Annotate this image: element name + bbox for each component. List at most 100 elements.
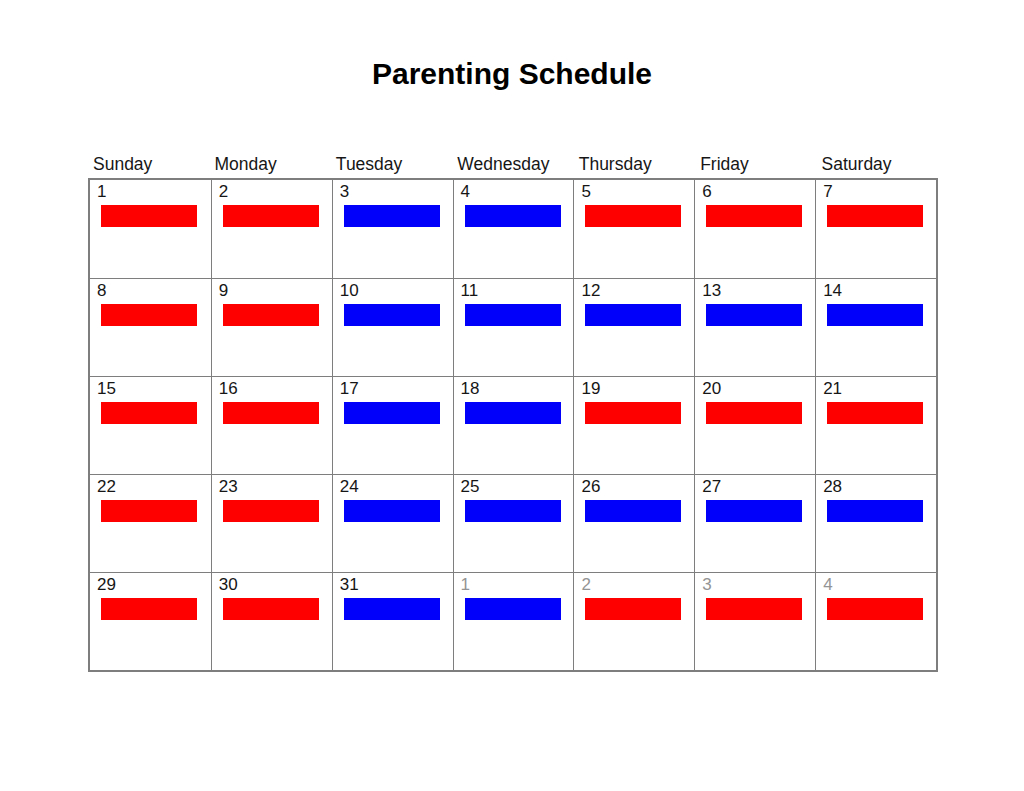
custody-bar-blue xyxy=(344,205,440,227)
day-number: 4 xyxy=(823,576,936,595)
day-number: 9 xyxy=(219,282,332,301)
day-number: 2 xyxy=(219,183,332,202)
custody-bar-blue xyxy=(465,402,561,424)
custody-bar-red xyxy=(585,598,681,620)
day-number: 14 xyxy=(823,282,936,301)
day-cell: 15 xyxy=(90,376,211,474)
day-number: 1 xyxy=(461,576,574,595)
custody-bar-red xyxy=(706,402,802,424)
day-number: 12 xyxy=(581,282,694,301)
day-cell: 17 xyxy=(332,376,453,474)
custody-bar-red xyxy=(706,598,802,620)
custody-bar-blue xyxy=(344,304,440,326)
custody-bar-red xyxy=(223,304,319,326)
day-cell: 11 xyxy=(453,278,574,376)
day-number: 28 xyxy=(823,478,936,497)
day-cell: 2 xyxy=(573,572,694,670)
day-number: 23 xyxy=(219,478,332,497)
custody-bar-red xyxy=(223,205,319,227)
day-cell: 25 xyxy=(453,474,574,572)
day-cell: 7 xyxy=(815,180,936,278)
day-cell: 22 xyxy=(90,474,211,572)
day-cell: 31 xyxy=(332,572,453,670)
day-cell: 1 xyxy=(453,572,574,670)
day-number: 17 xyxy=(340,380,453,399)
day-number: 15 xyxy=(97,380,211,399)
day-cell: 14 xyxy=(815,278,936,376)
day-number: 30 xyxy=(219,576,332,595)
day-number: 1 xyxy=(97,183,211,202)
day-cell: 2 xyxy=(211,180,332,278)
day-number: 26 xyxy=(581,478,694,497)
day-number: 7 xyxy=(823,183,936,202)
day-cell: 10 xyxy=(332,278,453,376)
day-cell: 3 xyxy=(694,572,815,670)
custody-bar-blue xyxy=(706,304,802,326)
day-number: 29 xyxy=(97,576,211,595)
day-number: 20 xyxy=(702,380,815,399)
weekday-label-saturday: Saturday xyxy=(817,154,938,176)
custody-bar-blue xyxy=(827,500,923,522)
custody-bar-red xyxy=(585,402,681,424)
day-number: 11 xyxy=(461,282,574,301)
day-number: 10 xyxy=(340,282,453,301)
day-cell: 20 xyxy=(694,376,815,474)
custody-bar-red xyxy=(706,205,802,227)
custody-bar-red xyxy=(827,205,923,227)
day-cell: 28 xyxy=(815,474,936,572)
day-cell: 16 xyxy=(211,376,332,474)
day-number: 6 xyxy=(702,183,815,202)
day-number: 24 xyxy=(340,478,453,497)
custody-bar-red xyxy=(101,402,197,424)
custody-bar-red xyxy=(827,402,923,424)
day-number: 4 xyxy=(461,183,574,202)
custody-bar-blue xyxy=(344,500,440,522)
day-cell: 26 xyxy=(573,474,694,572)
day-number: 19 xyxy=(581,380,694,399)
weekday-label-tuesday: Tuesday xyxy=(331,154,452,176)
day-cell: 8 xyxy=(90,278,211,376)
calendar-grid: 1234567891011121314151617181920212223242… xyxy=(88,178,938,672)
custody-bar-red xyxy=(827,598,923,620)
custody-bar-red xyxy=(101,598,197,620)
day-cell: 29 xyxy=(90,572,211,670)
day-cell: 12 xyxy=(573,278,694,376)
weekday-label-friday: Friday xyxy=(695,154,816,176)
custody-bar-red xyxy=(101,205,197,227)
custody-bar-red xyxy=(585,205,681,227)
custody-bar-red xyxy=(223,598,319,620)
day-cell: 5 xyxy=(573,180,694,278)
weekday-label-thursday: Thursday xyxy=(574,154,695,176)
day-number: 8 xyxy=(97,282,211,301)
day-cell: 24 xyxy=(332,474,453,572)
day-cell: 9 xyxy=(211,278,332,376)
custody-bar-blue xyxy=(585,304,681,326)
day-number: 25 xyxy=(461,478,574,497)
custody-bar-blue xyxy=(344,598,440,620)
weekday-label-monday: Monday xyxy=(209,154,330,176)
day-cell: 4 xyxy=(453,180,574,278)
custody-bar-red xyxy=(223,402,319,424)
day-number: 3 xyxy=(340,183,453,202)
day-cell: 21 xyxy=(815,376,936,474)
custody-bar-blue xyxy=(465,205,561,227)
weekday-label-wednesday: Wednesday xyxy=(452,154,573,176)
day-number: 31 xyxy=(340,576,453,595)
day-cell: 19 xyxy=(573,376,694,474)
custody-bar-blue xyxy=(585,500,681,522)
custody-bar-blue xyxy=(465,304,561,326)
day-cell: 30 xyxy=(211,572,332,670)
day-cell: 27 xyxy=(694,474,815,572)
day-number: 18 xyxy=(461,380,574,399)
custody-bar-blue xyxy=(827,304,923,326)
day-number: 21 xyxy=(823,380,936,399)
day-number: 16 xyxy=(219,380,332,399)
custody-bar-blue xyxy=(706,500,802,522)
day-cell: 4 xyxy=(815,572,936,670)
weekday-label-sunday: Sunday xyxy=(88,154,209,176)
day-number: 3 xyxy=(702,576,815,595)
calendar: SundayMondayTuesdayWednesdayThursdayFrid… xyxy=(88,154,938,672)
custody-bar-red xyxy=(101,304,197,326)
custody-bar-red xyxy=(223,500,319,522)
day-cell: 3 xyxy=(332,180,453,278)
